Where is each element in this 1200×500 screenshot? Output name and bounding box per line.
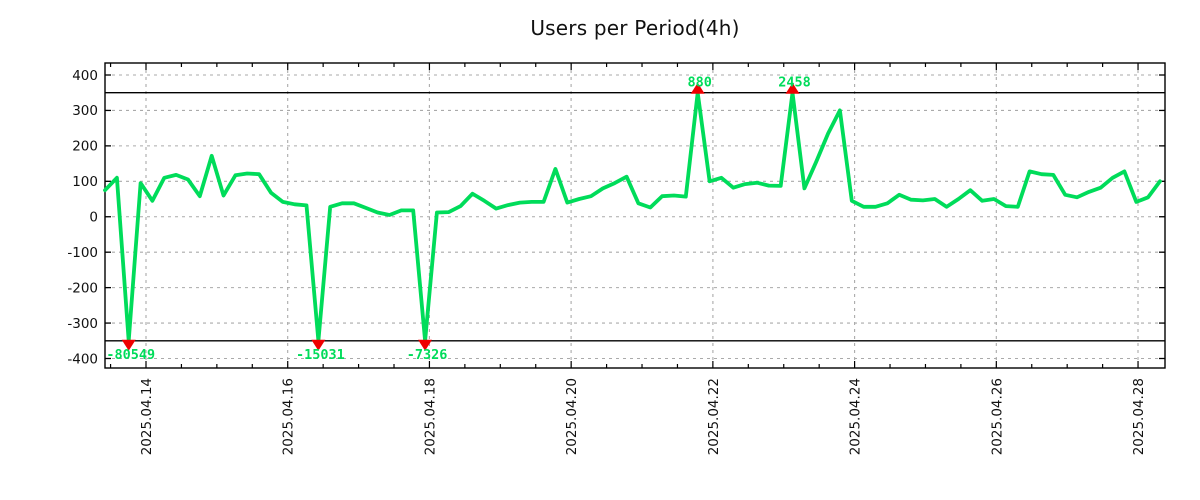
- y-tick-label: -100: [67, 245, 98, 261]
- spike-marker-down: [311, 339, 326, 351]
- spike-marker-down: [121, 339, 136, 351]
- y-tick-label: 100: [72, 174, 98, 190]
- x-tick-label: 2025.04.18: [422, 378, 438, 455]
- y-tick-label: 400: [72, 68, 98, 84]
- y-tick-label: -300: [67, 316, 98, 332]
- spike-label: -7326: [407, 347, 448, 363]
- y-tick-label: 300: [72, 103, 98, 119]
- y-tick-label: -200: [67, 280, 98, 296]
- spike-label: -80549: [106, 347, 155, 363]
- y-tick-label: 200: [72, 139, 98, 155]
- x-tick-label: 2025.04.14: [139, 378, 155, 455]
- spike-label: 880: [688, 75, 712, 91]
- x-tick-label: 2025.04.16: [281, 378, 297, 455]
- x-tick-label: 2025.04.26: [989, 378, 1005, 455]
- spike-label: -15031: [296, 347, 345, 363]
- spike-marker-up: [690, 82, 705, 94]
- chart-title: Users per Period(4h): [530, 16, 740, 40]
- x-tick-label: 2025.04.22: [706, 378, 722, 455]
- x-tick-label: 2025.04.20: [564, 378, 580, 455]
- x-tick-label: 2025.04.24: [848, 378, 864, 455]
- plot-border: [104, 62, 1166, 369]
- y-tick-label: 0: [89, 210, 98, 226]
- users-series-line: [103, 90, 1162, 343]
- spike-marker-down: [418, 339, 433, 351]
- spike-marker-up: [785, 82, 800, 94]
- x-tick-label: 2025.04.28: [1131, 378, 1147, 455]
- spike-label: 2458: [778, 75, 811, 91]
- y-tick-label: -400: [67, 351, 98, 367]
